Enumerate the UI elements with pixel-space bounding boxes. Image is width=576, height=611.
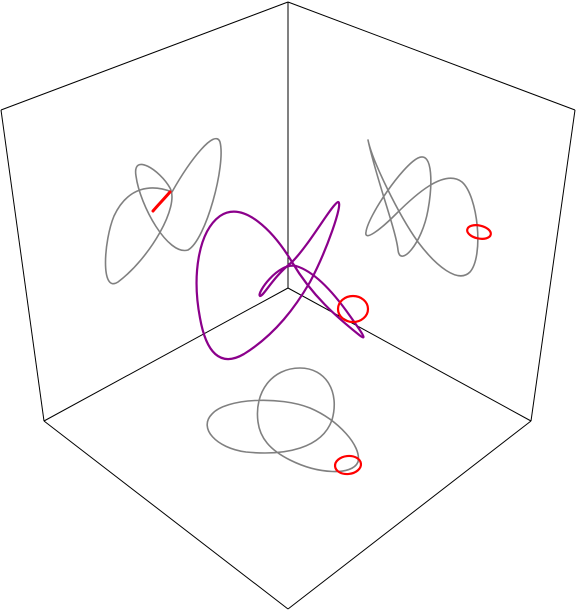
left-highlight-loop xyxy=(151,190,172,213)
main-highlight-loop xyxy=(336,294,370,324)
box-edge-floor-front-left xyxy=(43,420,289,610)
floor-highlight-loop xyxy=(333,454,363,476)
left-wall-projection xyxy=(104,137,222,285)
box-edge-left-vertical xyxy=(0,109,45,422)
right-projection-curve xyxy=(365,139,479,277)
left-projection-curve xyxy=(104,137,222,285)
right-wall-projection xyxy=(365,139,492,277)
main-purple-curve xyxy=(195,200,365,360)
box-edge-floor-back-right xyxy=(287,287,532,422)
box-edge-floor-back-left xyxy=(43,287,289,422)
floor-projection xyxy=(206,367,363,476)
box-edge-top-left xyxy=(0,1,289,111)
floor-projection-curve xyxy=(206,367,360,473)
box-edge-top-right xyxy=(287,1,576,111)
right-highlight-loop xyxy=(466,224,492,240)
box-edge-right-vertical xyxy=(530,109,576,422)
box-edge-floor-front-right xyxy=(287,420,532,610)
main-space-curve xyxy=(195,200,370,360)
